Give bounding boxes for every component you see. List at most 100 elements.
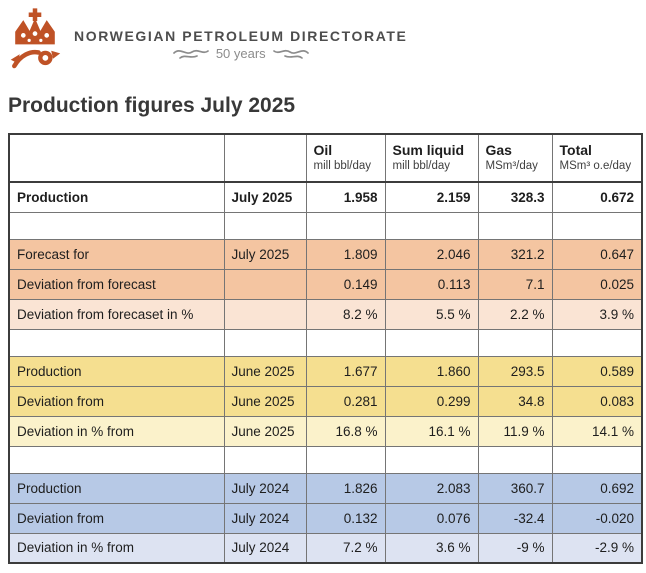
value-cell: 360.7	[477, 472, 553, 504]
spacer-cell	[223, 445, 307, 474]
spacer-cell	[477, 211, 553, 240]
table-row: Production July 2025 1.958 2.159 328.3 0.672	[8, 181, 643, 213]
value-cell: 1.826	[305, 472, 386, 504]
value-cell: 321.2	[477, 238, 553, 270]
table-row: Deviation from forecast 0.149 0.113 7.1 0.02…	[8, 268, 643, 300]
spacer-cell	[223, 211, 307, 240]
value-cell: 11.9 %	[477, 415, 553, 447]
value-cell: 16.8 %	[305, 415, 386, 447]
table-row: Production July 2024 1.826 2.083 360.7 0.692	[8, 472, 643, 504]
value-cell: 7.2 %	[305, 532, 386, 564]
table-row: Deviation from July 2024 0.132 0.076 -32.4 -0…	[8, 502, 643, 534]
spacer-cell	[384, 445, 479, 474]
row-label-cell: Production	[8, 181, 225, 213]
spacer-cell	[8, 211, 225, 240]
table-row: Deviation in % from July 2024 7.2 % 3.6 % -9…	[8, 532, 643, 564]
value-cell: -9 %	[477, 532, 553, 564]
table-header: Oil mill bbl/day Sum liquid mill bbl/day Gas…	[8, 133, 643, 183]
value-cell: 14.1 %	[551, 415, 643, 447]
value-cell: 1.677	[305, 355, 386, 387]
row-label-cell: Production	[8, 472, 225, 504]
page-title: Production figures July 2025	[8, 94, 296, 117]
value-cell: 34.8	[477, 385, 553, 417]
table-row: Forecast for July 2025 1.809 2.046 321.2 0.64…	[8, 238, 643, 270]
period-cell: July 2024	[223, 532, 307, 564]
value-cell: 328.3	[477, 181, 553, 213]
value-cell: 3.9 %	[551, 298, 643, 330]
row-label-cell: Deviation from forecast	[8, 268, 225, 300]
table-row: Deviation from forecaset in % 8.2 % 5.5 % 2…	[8, 298, 643, 330]
spacer-cell	[8, 328, 225, 357]
value-cell: 2.159	[384, 181, 479, 213]
value-cell: 1.809	[305, 238, 386, 270]
value-cell: 0.672	[551, 181, 643, 213]
table-row: Deviation from June 2025 0.281 0.299 34.8 0.0…	[8, 385, 643, 417]
period-cell: July 2024	[223, 502, 307, 534]
spacer-cell	[8, 445, 225, 474]
column-unit: MSm³/day	[485, 160, 538, 172]
period-cell: June 2025	[223, 415, 307, 447]
header-empty-cell	[223, 133, 307, 183]
period-cell	[223, 298, 307, 330]
value-cell: 0.281	[305, 385, 386, 417]
row-label-cell: Deviation in % from	[8, 415, 225, 447]
value-cell: 8.2 %	[305, 298, 386, 330]
period-cell: June 2025	[223, 385, 307, 417]
value-cell: -32.4	[477, 502, 553, 534]
brand-header: NORWEGIAN PETROLEUM DIRECTORATE 50 years	[8, 8, 641, 72]
value-cell: 293.5	[477, 355, 553, 387]
row-label-cell: Deviation from	[8, 502, 225, 534]
value-cell: 0.589	[551, 355, 643, 387]
value-cell: 1.860	[384, 355, 479, 387]
value-cell: 16.1 %	[384, 415, 479, 447]
spacer-cell	[551, 211, 643, 240]
spacer-row	[8, 328, 643, 357]
anniversary-label: 50 years	[215, 46, 266, 61]
row-label-cell: Deviation from	[8, 385, 225, 417]
row-label-cell: Deviation from forecaset in %	[8, 298, 225, 330]
header-row: Oil mill bbl/day Sum liquid mill bbl/day Gas…	[8, 133, 643, 183]
spacer-cell	[477, 328, 553, 357]
value-cell: 3.6 %	[384, 532, 479, 564]
value-cell: 2.2 %	[477, 298, 553, 330]
row-label-cell: Production	[8, 355, 225, 387]
period-cell	[223, 268, 307, 300]
column-header-total: Total MSm³ o.e/day	[551, 133, 643, 183]
period-cell: June 2025	[223, 355, 307, 387]
spacer-cell	[305, 328, 386, 357]
value-cell: 5.5 %	[384, 298, 479, 330]
column-label: Oil	[313, 142, 333, 158]
value-cell: 0.132	[305, 502, 386, 534]
value-cell: 0.113	[384, 268, 479, 300]
column-header-sum-liquid: Sum liquid mill bbl/day	[384, 133, 479, 183]
period-cell: July 2025	[223, 181, 307, 213]
spacer-cell	[223, 328, 307, 357]
brand-name: NORWEGIAN PETROLEUM DIRECTORATE	[74, 28, 408, 44]
table-body: Production July 2025 1.958 2.159 328.3 0.672 F…	[8, 181, 643, 564]
spacer-row	[8, 445, 643, 474]
value-cell: 0.692	[551, 472, 643, 504]
column-header-oil: Oil mill bbl/day	[305, 133, 386, 183]
table-row: Production June 2025 1.677 1.860 293.5 0.589	[8, 355, 643, 387]
column-unit: mill bbl/day	[392, 160, 451, 172]
spacer-cell	[305, 445, 386, 474]
spacer-row	[8, 211, 643, 240]
value-cell: 0.025	[551, 268, 643, 300]
column-header-gas: Gas MSm³/day	[477, 133, 553, 183]
spacer-cell	[551, 328, 643, 357]
spacer-cell	[477, 445, 553, 474]
column-label: Gas	[485, 142, 512, 158]
npd-crown-lion-logo-icon	[10, 8, 61, 69]
wave-left-icon	[172, 49, 209, 59]
period-cell: July 2024	[223, 472, 307, 504]
value-cell: 0.083	[551, 385, 643, 417]
value-cell: 0.149	[305, 268, 386, 300]
value-cell: 0.076	[384, 502, 479, 534]
value-cell: -2.9 %	[551, 532, 643, 564]
header-empty-cell	[8, 133, 225, 183]
column-unit: MSm³ o.e/day	[559, 160, 632, 172]
value-cell: -0.020	[551, 502, 643, 534]
spacer-cell	[384, 211, 479, 240]
row-label-cell: Forecast for	[8, 238, 225, 270]
